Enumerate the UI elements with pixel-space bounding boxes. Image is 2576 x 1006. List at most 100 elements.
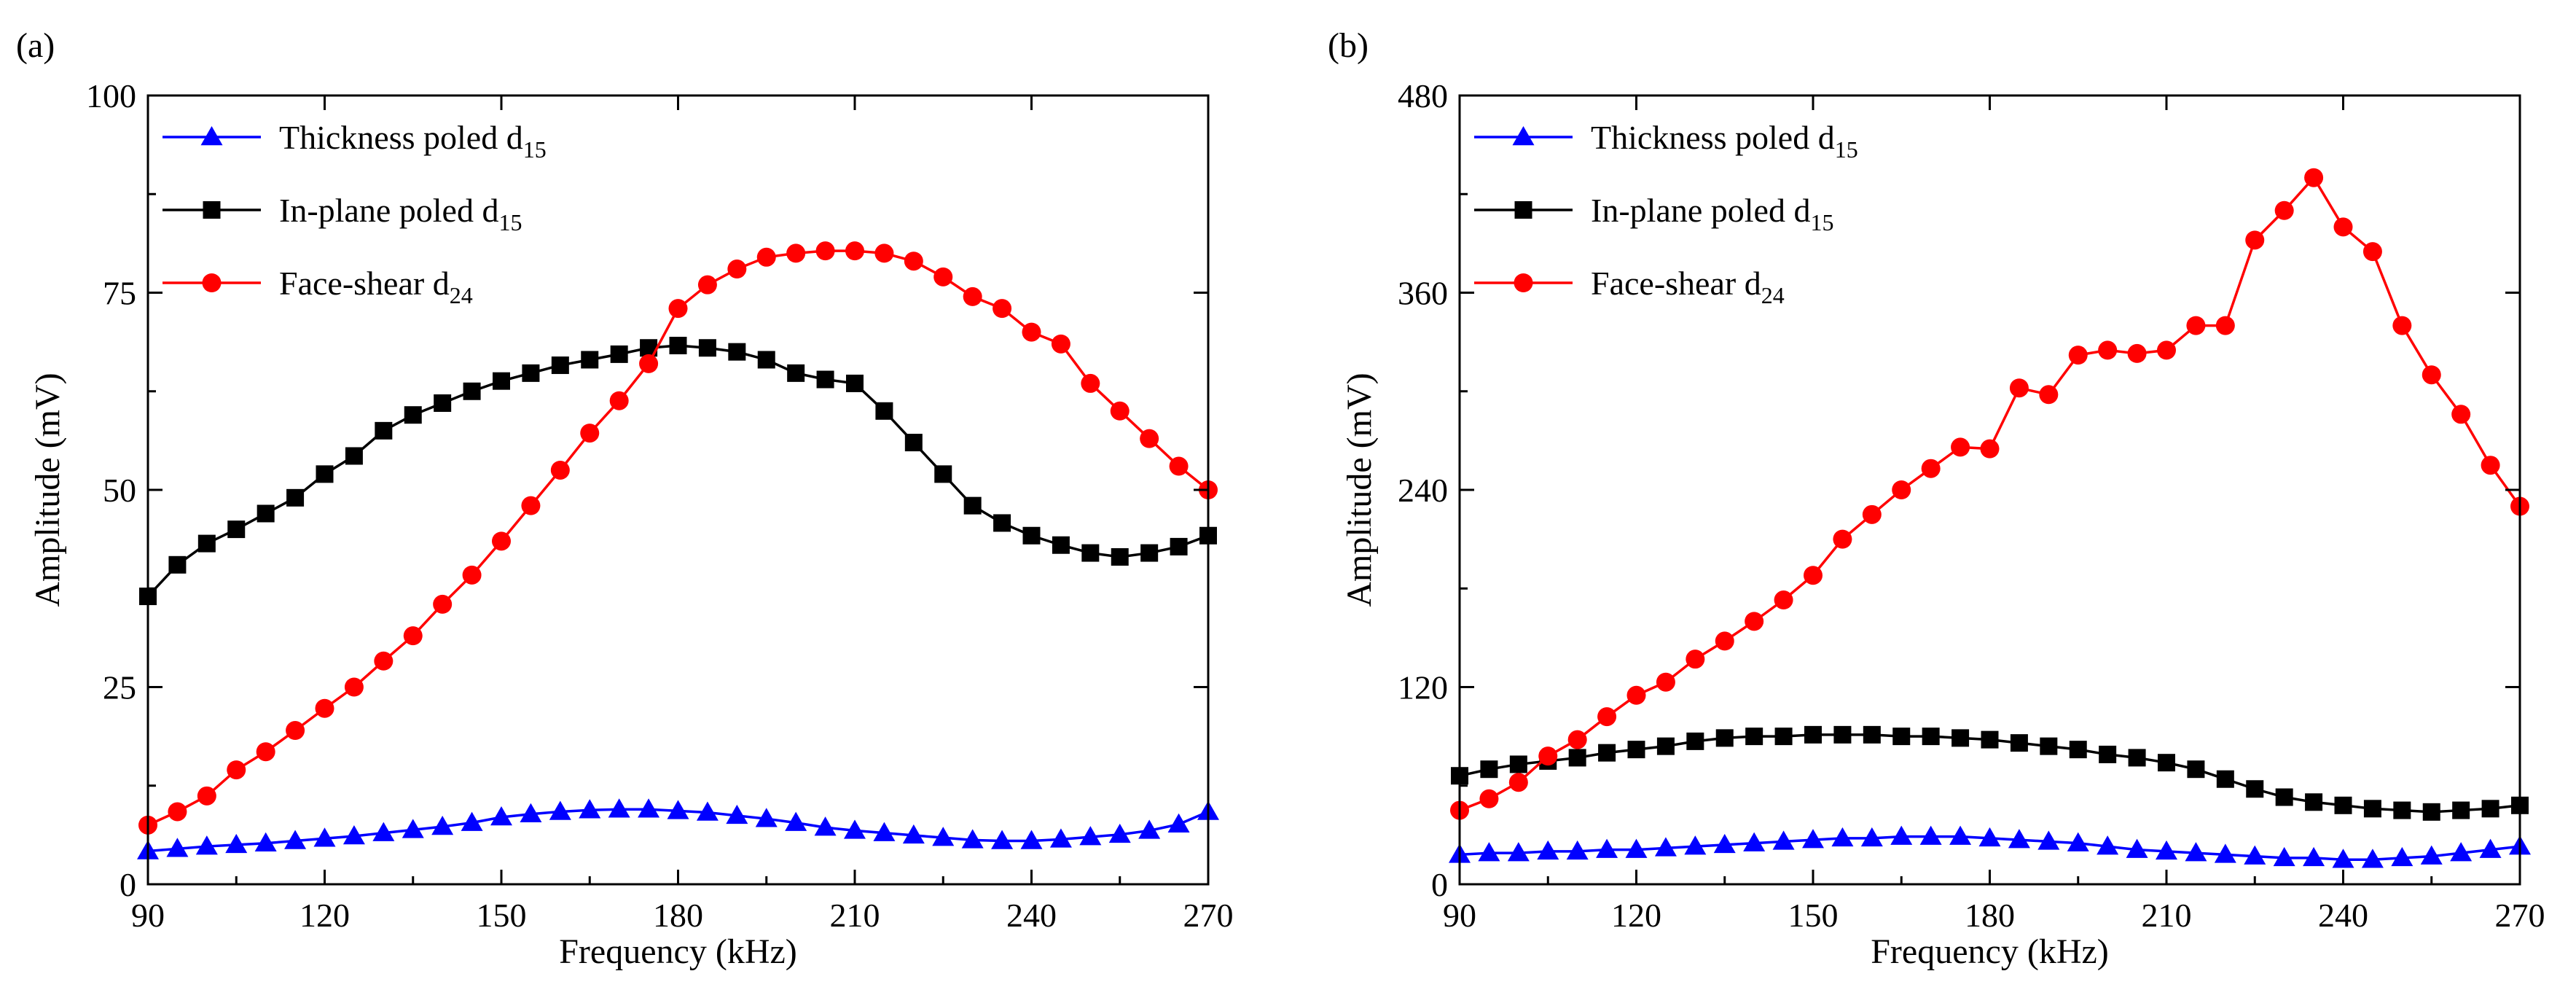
data-point — [1833, 529, 1852, 549]
legend-entry-label: Face-shear d24 — [1591, 265, 1785, 308]
data-point — [757, 351, 775, 369]
data-point — [374, 651, 394, 671]
data-point — [225, 833, 248, 854]
data-point — [993, 299, 1012, 319]
data-point — [2361, 849, 2384, 868]
data-point — [1051, 334, 1070, 354]
x-tick-label: 120 — [300, 897, 350, 934]
data-point — [1715, 631, 1734, 651]
data-point — [1567, 730, 1587, 749]
x-tick-label: 210 — [830, 897, 880, 934]
data-point — [1110, 401, 1130, 421]
x-tick-label: 180 — [653, 897, 703, 934]
data-point — [873, 822, 896, 841]
data-point — [963, 286, 982, 306]
data-point — [2126, 838, 2148, 858]
data-point — [2303, 846, 2325, 867]
data-point — [254, 832, 277, 851]
data-point — [1772, 830, 1795, 850]
data-point — [2127, 343, 2147, 363]
data-point — [2215, 316, 2235, 335]
data-point — [2393, 801, 2411, 819]
data-point — [195, 835, 218, 855]
data-point — [2099, 745, 2117, 763]
legend-marker — [1512, 126, 1535, 146]
data-point — [286, 721, 305, 741]
data-point — [726, 804, 748, 824]
data-point — [2273, 846, 2295, 867]
data-point — [550, 460, 570, 480]
data-point — [2186, 316, 2206, 335]
data-point — [493, 372, 510, 390]
data-point — [1922, 728, 1940, 746]
data-point — [522, 364, 540, 382]
data-point — [1167, 813, 1190, 833]
y-tick-label: 360 — [1398, 275, 1448, 312]
data-point — [434, 394, 452, 412]
y-tick-label: 25 — [103, 669, 136, 706]
data-point — [845, 241, 864, 261]
x-tick-label: 270 — [1183, 897, 1234, 934]
data-point — [1138, 819, 1161, 839]
y-tick-label: 50 — [103, 472, 136, 509]
data-point — [933, 267, 953, 286]
legend: Thickness poled d15 In-plane poled d15 Fac… — [1474, 119, 1858, 308]
data-point — [520, 803, 542, 822]
data-point — [1715, 729, 1734, 747]
y-tick-label: 0 — [1431, 866, 1448, 903]
data-point — [2332, 849, 2354, 868]
data-point — [2304, 168, 2324, 187]
data-point — [2246, 780, 2264, 798]
data-point — [1568, 749, 1586, 767]
x-tick-label: 240 — [2318, 897, 2368, 934]
x-axis-title: Frequency (kHz) — [1871, 932, 2109, 971]
data-point — [492, 531, 511, 551]
legend-entry-label: Thickness poled d15 — [1591, 119, 1858, 163]
data-point — [669, 336, 687, 354]
data-point — [844, 819, 866, 839]
data-point — [2245, 230, 2265, 250]
data-point — [2097, 835, 2119, 855]
data-point — [1774, 728, 1793, 746]
data-point — [1079, 826, 1102, 846]
data-point — [2420, 845, 2443, 865]
x-tick-label: 90 — [131, 897, 165, 934]
y-axis-title: Amplitude (mV) — [28, 373, 67, 607]
data-point — [993, 514, 1011, 532]
data-point — [1140, 429, 1159, 448]
data-point — [1537, 840, 1559, 860]
data-point — [1509, 755, 1527, 773]
y-tick-label: 240 — [1398, 472, 1448, 509]
data-point — [1478, 842, 1500, 862]
panel-b: (b) 90 120 150 180 210 240 270 0 120 240 360 480 Freq… — [1328, 26, 2545, 971]
data-point — [313, 827, 336, 847]
data-point — [1804, 725, 1822, 744]
data-point — [284, 830, 307, 849]
data-point — [257, 504, 275, 523]
data-point — [2157, 340, 2176, 360]
data-point — [2275, 788, 2293, 806]
data-point — [904, 434, 923, 452]
data-point — [846, 374, 864, 392]
data-point — [2422, 365, 2441, 385]
data-point — [342, 824, 365, 845]
data-point — [902, 824, 925, 844]
data-point — [2392, 316, 2412, 335]
data-point — [372, 822, 395, 841]
data-point — [1111, 547, 1129, 566]
data-point — [1022, 322, 1041, 342]
data-point — [904, 252, 923, 271]
data-point — [2481, 456, 2500, 475]
data-point — [1980, 439, 2000, 459]
data-point — [1951, 437, 1970, 457]
data-point — [1508, 773, 1528, 792]
data-point — [402, 819, 424, 838]
data-point — [816, 370, 834, 389]
data-point — [1745, 612, 1764, 631]
data-point — [197, 786, 216, 806]
data-point — [2068, 346, 2088, 365]
legend: Thickness poled d15 In-plane poled d15 Fac… — [163, 119, 547, 308]
data-point — [1892, 728, 1911, 746]
data-point — [168, 555, 187, 574]
data-point — [1743, 832, 1766, 851]
